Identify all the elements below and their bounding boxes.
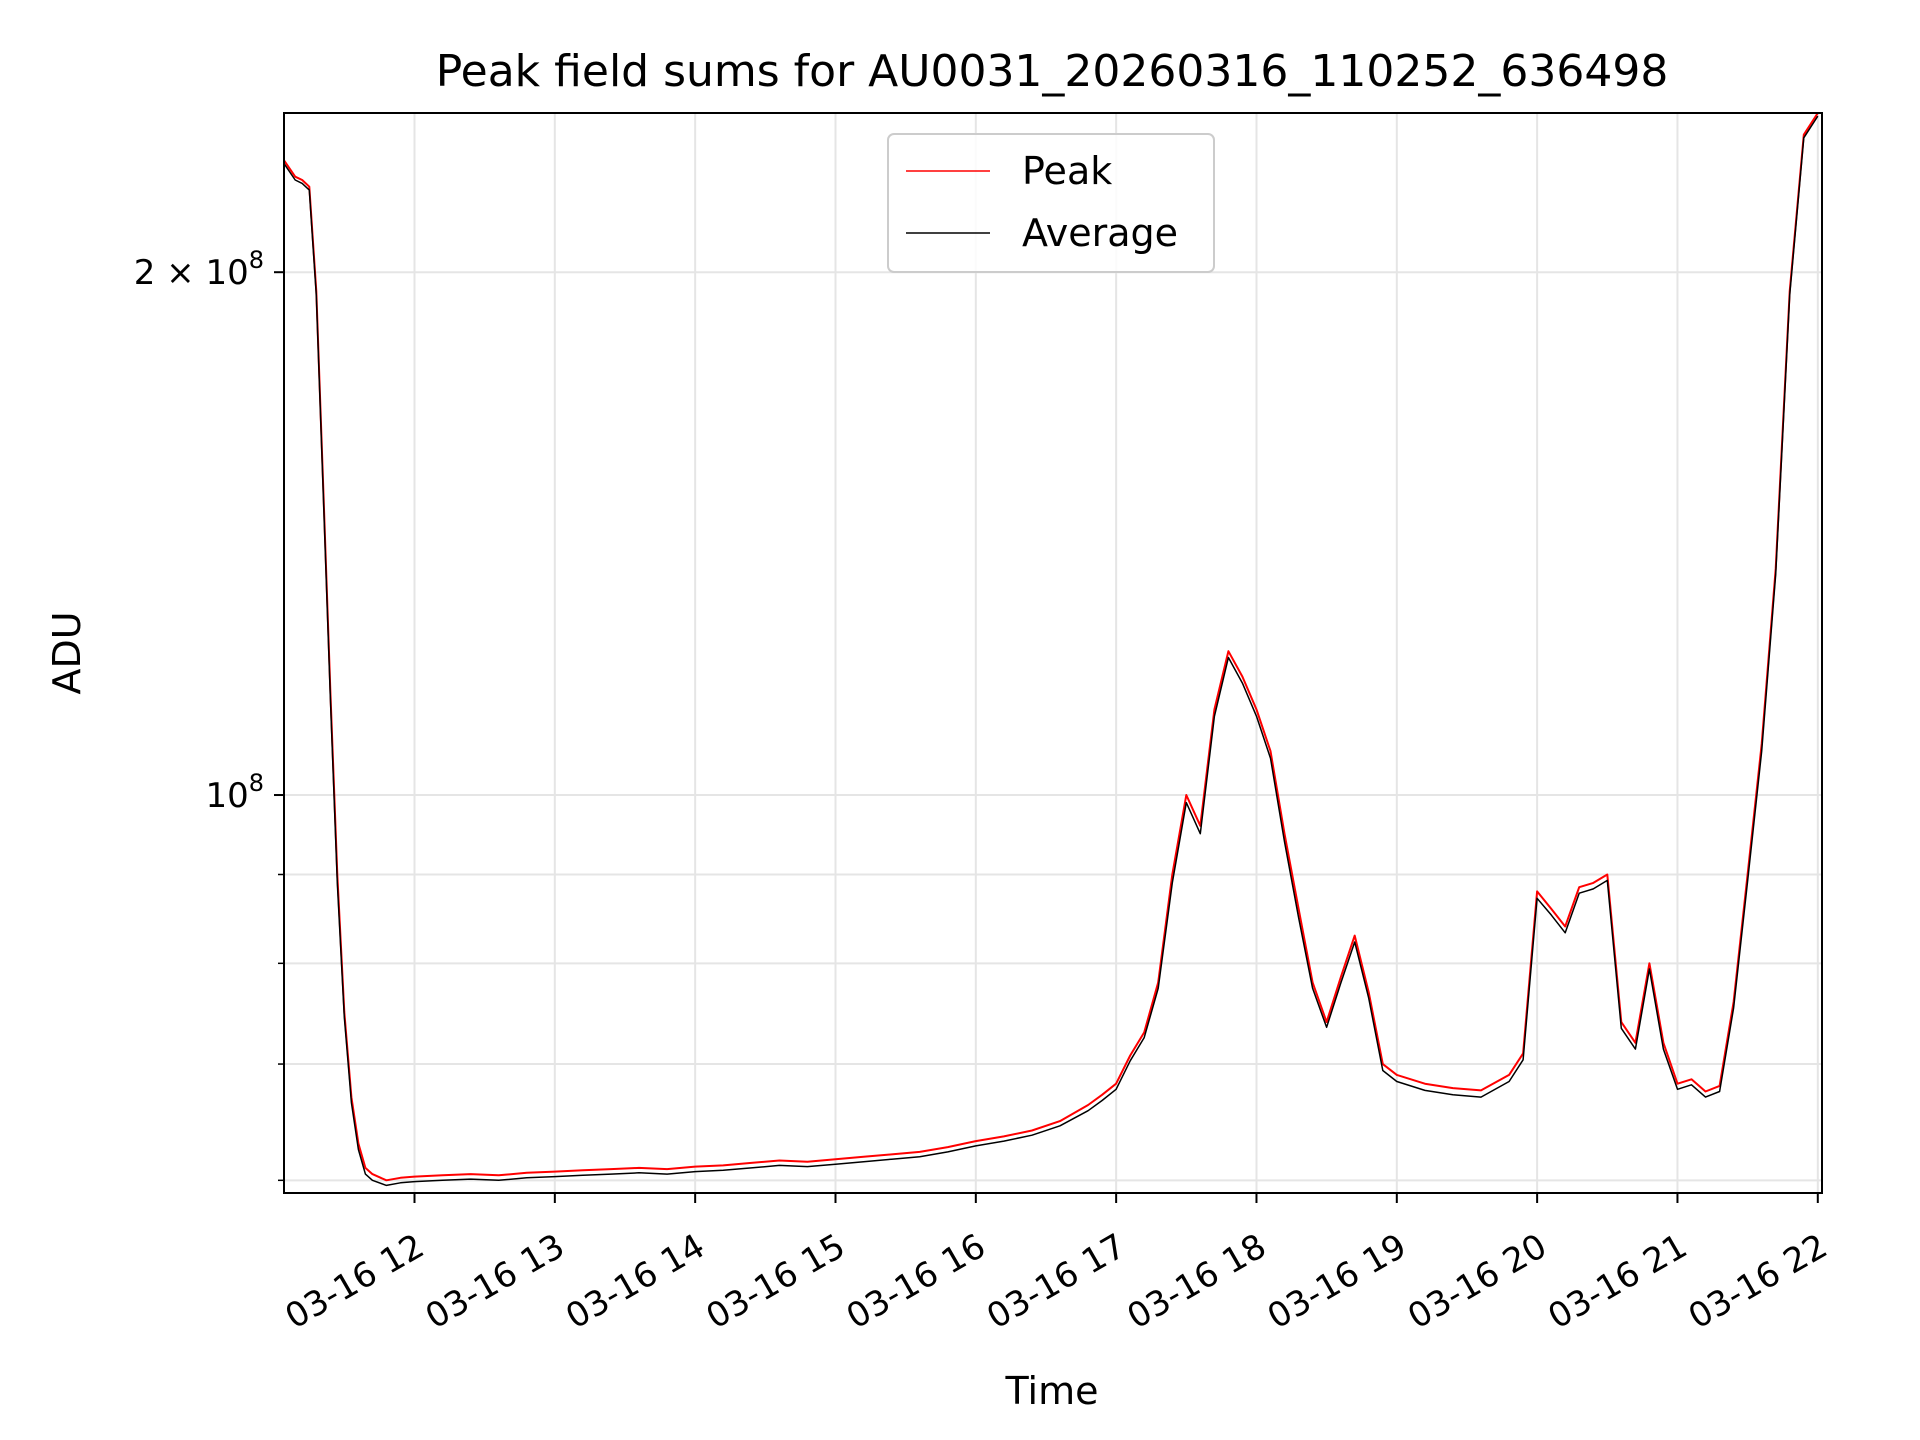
axes-frame — [283, 112, 1823, 1194]
legend-average-label: Average — [1022, 211, 1178, 255]
y-tick-label: 108 — [205, 769, 264, 816]
legend-peak-label: Peak — [1022, 149, 1112, 193]
series-line-average — [284, 115, 1819, 1187]
legend-box — [887, 133, 1215, 273]
y-tick-label: 2 × 108 — [134, 246, 264, 293]
x-axis-label: Time — [1005, 1369, 1099, 1413]
chart-title: Peak field sums for AU0031_20260316_1102… — [436, 46, 1669, 97]
plot-area — [284, 113, 1819, 1187]
grid-lines — [284, 113, 1822, 1193]
y-axis-label: ADU — [45, 611, 89, 694]
legend: Peak Average — [887, 133, 1215, 273]
y-axis-ticks: 108 2 × 108 — [134, 246, 284, 1182]
